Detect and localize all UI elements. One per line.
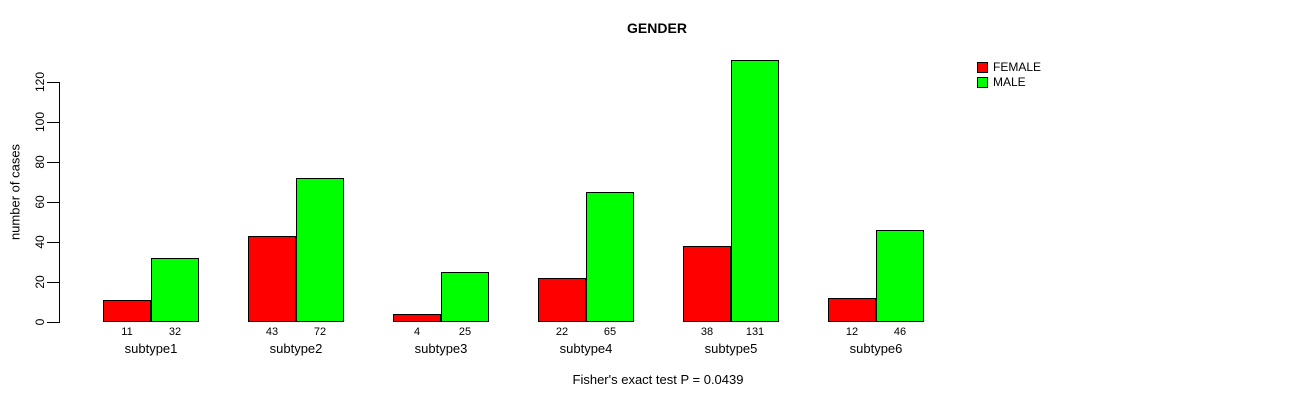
category-label-subtype1: subtype1 bbox=[124, 341, 178, 356]
bar-female-subtype4 bbox=[538, 278, 586, 322]
bar-value-label: 72 bbox=[313, 326, 327, 338]
y-tick-mark bbox=[47, 122, 59, 123]
y-tick-mark bbox=[47, 242, 59, 243]
category-label-subtype2: subtype2 bbox=[269, 341, 323, 356]
y-axis-line bbox=[59, 82, 60, 323]
bar-value-label: 46 bbox=[893, 326, 907, 338]
legend: FEMALE MALE bbox=[977, 60, 1042, 92]
legend-label-male: MALE bbox=[993, 75, 1026, 89]
bar-value-label: 12 bbox=[845, 326, 859, 338]
legend-item-male: MALE bbox=[977, 75, 1041, 89]
bar-male-subtype6 bbox=[876, 230, 924, 322]
bar-male-subtype1 bbox=[151, 258, 199, 322]
bar-female-subtype6 bbox=[828, 298, 876, 322]
y-tick-label: 80 bbox=[33, 155, 47, 169]
y-tick-label: 100 bbox=[33, 111, 47, 133]
female-color-swatch bbox=[977, 62, 988, 73]
bar-female-subtype2 bbox=[248, 236, 296, 322]
y-tick-label: 0 bbox=[33, 318, 47, 326]
bar-value-label: 4 bbox=[413, 326, 421, 338]
bar-value-label: 11 bbox=[121, 326, 133, 338]
bar-value-label: 22 bbox=[555, 326, 569, 338]
male-color-swatch bbox=[977, 77, 988, 88]
bar-value-label: 65 bbox=[603, 326, 617, 338]
category-label-subtype3: subtype3 bbox=[414, 341, 468, 356]
legend-item-female: FEMALE bbox=[977, 60, 1042, 74]
y-tick-label: 20 bbox=[33, 275, 47, 289]
bar-female-subtype5 bbox=[683, 246, 731, 322]
bar-male-subtype2 bbox=[296, 178, 344, 322]
bar-value-label: 131 bbox=[745, 326, 765, 338]
category-label-subtype5: subtype5 bbox=[704, 341, 758, 356]
bar-female-subtype3 bbox=[393, 314, 441, 322]
bar-value-label: 43 bbox=[265, 326, 279, 338]
y-tick-label: 120 bbox=[33, 71, 47, 93]
bar-male-subtype5 bbox=[731, 60, 779, 322]
category-label-subtype6: subtype6 bbox=[849, 341, 903, 356]
bar-female-subtype1 bbox=[103, 300, 151, 322]
bar-value-label: 38 bbox=[700, 326, 714, 338]
category-label-subtype4: subtype4 bbox=[559, 341, 613, 356]
y-tick-mark bbox=[47, 82, 59, 83]
bar-value-label: 32 bbox=[168, 326, 182, 338]
chart-title: GENDER bbox=[627, 20, 687, 36]
bar-male-subtype3 bbox=[441, 272, 489, 322]
bar-value-label: 25 bbox=[458, 326, 472, 338]
y-tick-mark bbox=[47, 322, 59, 323]
y-tick-label: 40 bbox=[33, 235, 47, 249]
legend-label-female: FEMALE bbox=[993, 60, 1042, 74]
annotation-text: Fisher's exact test P = 0.0439 bbox=[572, 372, 744, 387]
y-tick-label: 60 bbox=[33, 195, 47, 209]
bar-male-subtype4 bbox=[586, 192, 634, 322]
y-tick-mark bbox=[47, 202, 59, 203]
y-tick-mark bbox=[47, 162, 59, 163]
y-axis-label: number of cases bbox=[7, 143, 23, 241]
y-tick-mark bbox=[47, 282, 59, 283]
